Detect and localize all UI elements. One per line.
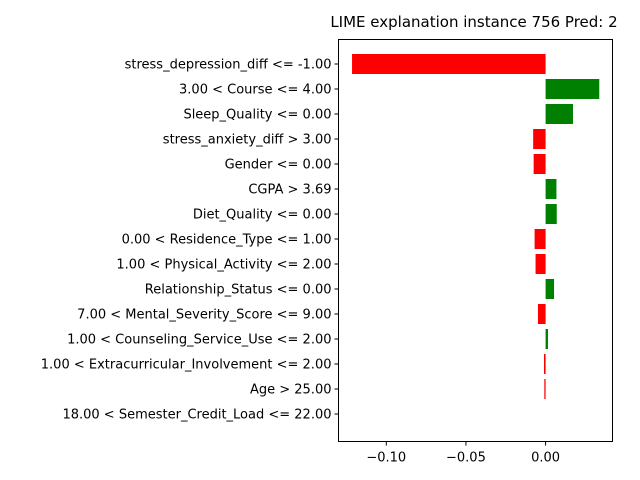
bar bbox=[533, 129, 546, 149]
y-tick-labels: stress_depression_diff <= -1.00 3.00 < Co… bbox=[41, 58, 339, 423]
bar bbox=[545, 329, 548, 349]
y-tick-label: 3.00 < Course <= 4.00 bbox=[179, 83, 331, 98]
y-tick-label: Diet_Quality <= 0.00 bbox=[193, 208, 332, 223]
x-tick-label: −0.05 bbox=[446, 451, 486, 466]
bar bbox=[545, 79, 600, 99]
y-tick-label: stress_depression_diff <= -1.00 bbox=[125, 58, 332, 73]
y-tick-label: Sleep_Quality <= 0.00 bbox=[183, 108, 331, 123]
y-tick-label: 1.00 < Counseling_Service_Use <= 2.00 bbox=[67, 333, 331, 348]
y-tick-label: CGPA > 3.69 bbox=[248, 183, 331, 198]
bars-group bbox=[352, 54, 600, 399]
y-tick-label: 1.00 < Extracurricular_Involvement <= 2.… bbox=[41, 358, 332, 373]
bar bbox=[544, 379, 546, 399]
chart-title: LIME explanation instance 756 Pred: 2 bbox=[330, 13, 617, 31]
y-tick-label: 0.00 < Residence_Type <= 1.00 bbox=[122, 233, 332, 248]
bar bbox=[537, 304, 546, 324]
x-tick-label: −0.10 bbox=[366, 451, 406, 466]
y-tick-label: Age > 25.00 bbox=[250, 383, 332, 398]
y-tick-label: 1.00 < Physical_Activity <= 2.00 bbox=[116, 258, 331, 273]
bar bbox=[545, 179, 557, 199]
x-ticks: −0.10 −0.05 0.00 bbox=[366, 441, 560, 466]
bar bbox=[545, 279, 555, 299]
bar bbox=[545, 204, 557, 224]
bar bbox=[545, 104, 573, 124]
bar bbox=[535, 254, 546, 274]
y-tick-label: 7.00 < Mental_Severity_Score <= 9.00 bbox=[77, 308, 331, 323]
y-tick-label: Relationship_Status <= 0.00 bbox=[145, 283, 332, 298]
bar bbox=[544, 354, 546, 374]
y-tick-label: Gender <= 0.00 bbox=[225, 158, 332, 173]
x-tick-label: 0.00 bbox=[531, 451, 560, 466]
bar bbox=[534, 229, 546, 249]
bar bbox=[352, 54, 546, 74]
bar bbox=[533, 154, 546, 174]
plot-area-frame bbox=[338, 39, 613, 442]
y-tick-label: stress_anxiety_diff > 3.00 bbox=[163, 133, 332, 148]
y-tick-label: 18.00 < Semester_Credit_Load <= 22.00 bbox=[62, 408, 331, 423]
